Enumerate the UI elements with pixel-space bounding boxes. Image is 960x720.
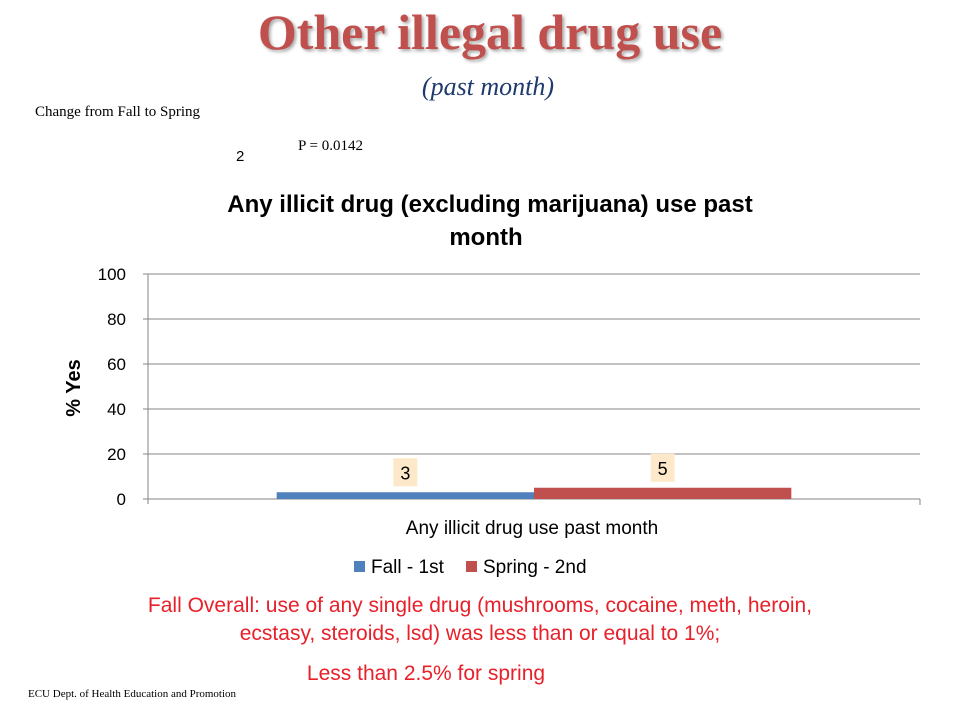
- slide-title: Other illegal drug use: [257, 4, 723, 60]
- chart-title-line-2: month: [449, 224, 522, 251]
- note-line-2: ecstasy, steroids, lsd) was less than or…: [239, 622, 721, 645]
- note-line-1: Fall Overall: use of any single drug (mu…: [147, 594, 813, 617]
- data-label: 5: [658, 459, 668, 479]
- legend-label: Fall - 1st: [371, 557, 445, 578]
- x-category-label: Any illicit drug use past month: [406, 518, 658, 539]
- data-label-box: [650, 453, 675, 482]
- y-tick-label: 20: [107, 445, 126, 464]
- y-tick-label: 100: [98, 265, 126, 284]
- data-label: 3: [400, 463, 410, 483]
- y-tick-label: 60: [107, 355, 126, 374]
- legend-swatch: [354, 561, 365, 572]
- y-tick-label: 40: [107, 400, 126, 419]
- y-tick-label: 0: [117, 490, 126, 509]
- y-axis-label: % Yes: [63, 359, 85, 416]
- bar: [276, 492, 534, 499]
- p-value: P = 0.0142: [298, 138, 363, 154]
- gridlines: [148, 273, 920, 455]
- data-label-box: [393, 458, 418, 487]
- y-tick-label: 80: [107, 310, 126, 329]
- bars: [276, 487, 792, 499]
- legend: Fall - 1st Spring - 2nd: [354, 557, 587, 578]
- bar: [534, 487, 792, 499]
- footer: ECU Dept. of Health Education and Promot…: [28, 688, 237, 700]
- change-note: Change from Fall to Spring: [35, 104, 200, 120]
- chart-title-line-1: Any illicit drug (excluding marijuana) u…: [227, 191, 752, 218]
- note-line-3: Less than 2.5% for spring: [306, 662, 546, 685]
- slide-subtitle: (past month): [421, 72, 555, 101]
- legend-label: Spring - 2nd: [483, 557, 587, 578]
- chi-square-mark: 2: [236, 148, 245, 165]
- legend-swatch: [466, 561, 477, 572]
